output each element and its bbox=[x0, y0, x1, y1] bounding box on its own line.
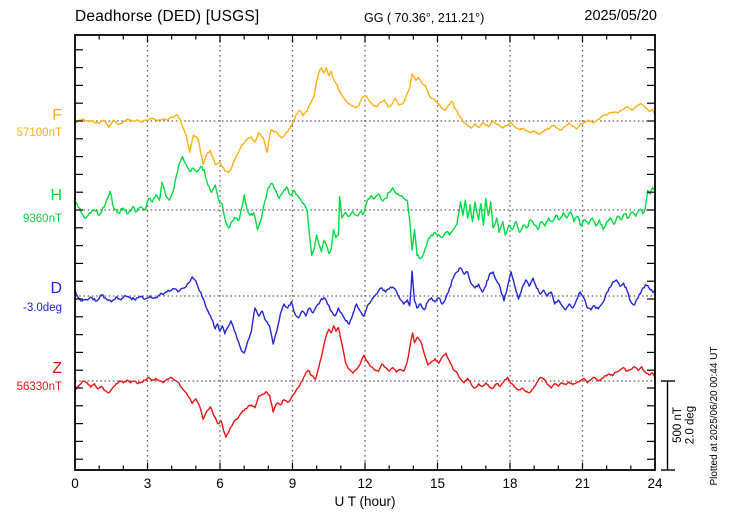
scale-bar-deg-label: 2.0 deg bbox=[685, 406, 697, 444]
x-tick-label: 0 bbox=[71, 476, 79, 491]
scale-bar-nt-label: 500 nT bbox=[672, 407, 684, 443]
x-axis-title: U T (hour) bbox=[334, 494, 396, 509]
trace-layer bbox=[74, 66, 656, 438]
plot-frame bbox=[74, 34, 656, 471]
channel-label-d: D bbox=[50, 280, 62, 297]
x-tick-label: 21 bbox=[574, 476, 591, 491]
plot-date: 2025/05/20 bbox=[584, 8, 657, 24]
x-tick-label: 6 bbox=[216, 476, 224, 491]
scale-bar: 500 nT 2.0 deg Plotted at 2025/06/20 00:… bbox=[661, 347, 720, 486]
x-tick-label: 12 bbox=[357, 476, 373, 491]
channel-baseline-h: 9360nT bbox=[22, 213, 62, 225]
trace-f bbox=[74, 66, 656, 174]
trace-h bbox=[74, 155, 656, 260]
channel-label-z: Z bbox=[52, 360, 62, 377]
trace-z bbox=[74, 325, 656, 438]
channel-baseline-f: 57100nT bbox=[16, 127, 62, 139]
station-title: Deadhorse (DED) [USGS] bbox=[75, 8, 260, 25]
x-tick-label: 15 bbox=[429, 476, 446, 491]
x-tick-label: 3 bbox=[143, 476, 152, 491]
x-tick-label: 9 bbox=[288, 476, 297, 491]
grid-layer bbox=[75, 35, 655, 470]
geographic-coordinates: GG ( 70.36°, 211.21°) bbox=[364, 11, 485, 25]
x-tick-label: 24 bbox=[647, 476, 663, 491]
plotted-at-label: Plotted at 2025/06/20 00:44 UT bbox=[709, 347, 720, 486]
channel-label-f: F bbox=[52, 107, 62, 124]
channel-label-h: H bbox=[50, 187, 62, 204]
x-tick-label: 18 bbox=[502, 476, 518, 491]
channel-baseline-z: 56330nT bbox=[16, 381, 62, 393]
channel-baseline-d: -3.0deg bbox=[22, 302, 62, 314]
trace-d bbox=[74, 267, 656, 354]
